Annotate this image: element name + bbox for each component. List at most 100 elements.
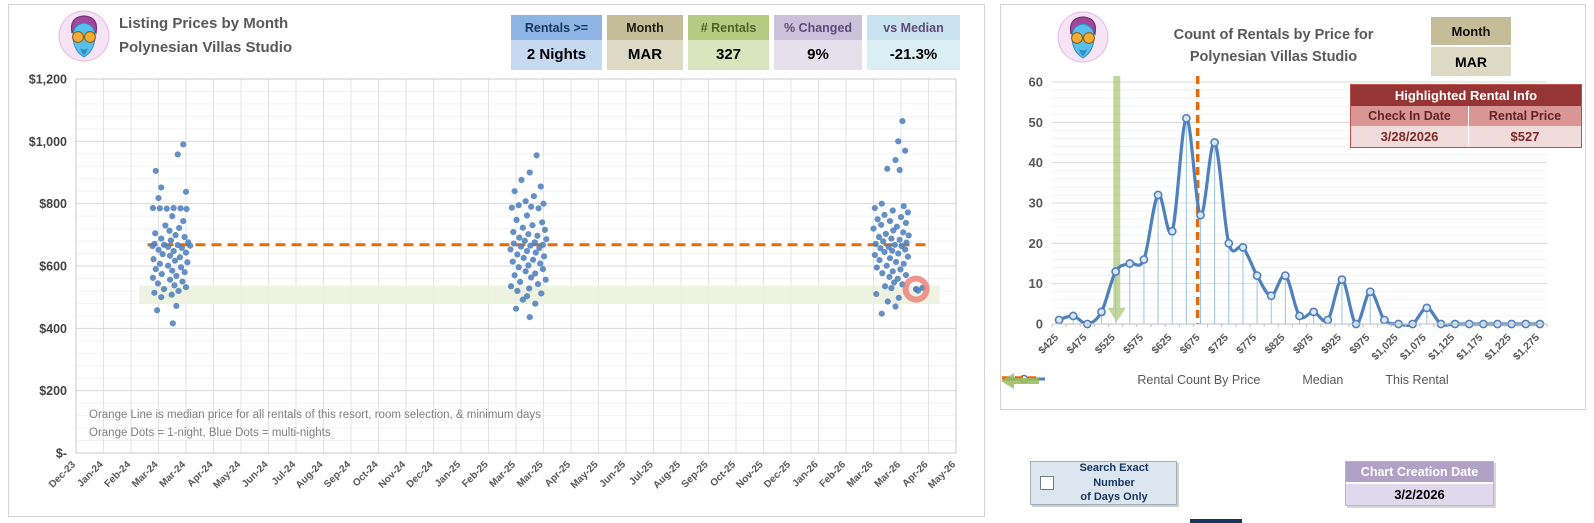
green-arrow-icon: [1001, 373, 1039, 389]
svg-text:Dec-23: Dec-23: [47, 459, 78, 490]
check-in-date-value: 3/28/2026: [1351, 126, 1469, 147]
svg-text:Mar-26: Mar-26: [873, 459, 904, 490]
svg-text:Oct-24: Oct-24: [351, 459, 381, 489]
svg-text:Apr-25: Apr-25: [543, 459, 573, 489]
search-exact-days-label: Search Exact Number of Days Only: [1079, 461, 1149, 504]
svg-text:$1,175: $1,175: [1454, 332, 1485, 363]
svg-text:May-26: May-26: [926, 459, 958, 491]
svg-text:60: 60: [1029, 75, 1043, 90]
svg-text:$400: $400: [39, 322, 67, 336]
svg-text:Apr-26: Apr-26: [900, 459, 930, 489]
svg-text:Jun-24: Jun-24: [240, 459, 271, 490]
listing-prices-scatter-chart: $-$200$400$600$800$1,000$1,200Dec-23Jan-…: [29, 73, 959, 492]
stat-value: -21.3%: [867, 40, 960, 70]
chart-creation-date-box: Chart Creation Date 3/2/2026: [1345, 461, 1494, 506]
stat-box-vs-median: vs Median -21.3%: [867, 15, 960, 70]
stat-box-pct-changed: % Changed 9%: [774, 15, 862, 70]
stat-box-rentals: Rentals >= 2 Nights: [511, 15, 602, 70]
svg-text:$725: $725: [1206, 332, 1231, 357]
svg-text:Aug-25: Aug-25: [651, 459, 683, 491]
svg-text:May-25: May-25: [569, 459, 601, 491]
svg-text:$625: $625: [1149, 332, 1174, 357]
svg-text:40: 40: [1029, 155, 1043, 170]
highlighted-rental-info-table: Highlighted Rental Info Check In Date Re…: [1350, 84, 1582, 148]
footnote-median-line: Orange Line is median price for all rent…: [89, 409, 541, 421]
search-exact-days-checkbox[interactable]: [1040, 476, 1054, 490]
month-badge: Month MAR: [1431, 17, 1511, 76]
svg-text:$875: $875: [1291, 332, 1316, 357]
svg-text:Feb-26: Feb-26: [818, 459, 849, 490]
chart-creation-date-value: 3/2/2026: [1346, 482, 1493, 505]
svg-text:Mar-24: Mar-24: [158, 459, 189, 490]
right-chart-subtitle: Polynesian Villas Studio: [1189, 49, 1358, 65]
svg-text:Jun-25: Jun-25: [598, 459, 629, 490]
svg-text:Feb-25: Feb-25: [460, 459, 491, 490]
svg-text:Oct-25: Oct-25: [708, 459, 738, 489]
chart-creation-date-label: Chart Creation Date: [1346, 462, 1493, 482]
search-exact-days-panel: Search Exact Number of Days Only: [1030, 461, 1177, 505]
stat-label: Rentals >=: [511, 15, 602, 40]
stat-label: % Changed: [774, 15, 862, 40]
rental-price-header: Rental Price: [1469, 106, 1581, 126]
legend-label-count: Rental Count By Price: [1137, 373, 1261, 387]
stat-box-month: Month MAR: [607, 15, 683, 70]
svg-text:Mar-25: Mar-25: [488, 459, 519, 490]
stat-box-num-rentals: # Rentals 327: [688, 15, 769, 70]
footnote-dot-colors: Orange Dots = 1-night, Blue Dots = multi…: [89, 427, 331, 439]
svg-text:$600: $600: [39, 260, 67, 274]
svg-text:$200: $200: [39, 384, 67, 398]
svg-text:Nov-24: Nov-24: [377, 459, 409, 491]
month-badge-label: Month: [1431, 17, 1511, 45]
svg-text:Sep-24: Sep-24: [322, 459, 353, 490]
svg-text:$475: $475: [1064, 332, 1089, 357]
chart-legend: Rental Count By Price Median This Rental: [1001, 373, 1585, 389]
svg-text:Apr-24: Apr-24: [185, 459, 215, 489]
month-badge-value: MAR: [1431, 47, 1511, 76]
svg-text:Mar-26: Mar-26: [845, 459, 876, 490]
svg-text:$675: $675: [1178, 332, 1203, 357]
stat-value: 327: [688, 40, 769, 70]
svg-text:Dec-24: Dec-24: [405, 459, 436, 490]
svg-text:Jan-26: Jan-26: [790, 459, 820, 489]
svg-text:$975: $975: [1347, 332, 1372, 357]
svg-text:$1,075: $1,075: [1398, 332, 1429, 363]
right-chart-title: Count of Rentals by Price for: [1173, 27, 1374, 43]
rental-price-value: $527: [1469, 126, 1581, 147]
listing-prices-panel: $- $200 $400 $600 $800 $1,000 $1,200 Dec-23 Jan-…: [8, 4, 985, 517]
svg-text:$1,225: $1,225: [1483, 332, 1514, 363]
svg-text:$1,025: $1,025: [1369, 332, 1400, 363]
stat-label: Month: [607, 15, 683, 40]
svg-text:$1,200: $1,200: [29, 73, 67, 87]
svg-text:$575: $575: [1121, 332, 1146, 357]
stat-label: # Rentals: [688, 15, 769, 40]
svg-text:50: 50: [1029, 115, 1043, 130]
legend-item-this-rental: This Rental: [1001, 373, 1449, 389]
svg-text:May-24: May-24: [211, 459, 243, 491]
legend-item-median: Median: [1002, 373, 1343, 387]
svg-text:$-: $-: [56, 447, 67, 461]
svg-text:Mar-25: Mar-25: [515, 459, 546, 490]
svg-text:$800: $800: [39, 197, 67, 211]
partial-button-edge[interactable]: [1190, 519, 1242, 523]
svg-text:Jan-24: Jan-24: [75, 459, 105, 489]
svg-text:$425: $425: [1036, 332, 1061, 357]
genie-avatar-icon: [58, 10, 110, 62]
svg-text:$825: $825: [1262, 332, 1287, 357]
stat-label: vs Median: [867, 15, 960, 40]
svg-text:Mar-24: Mar-24: [130, 459, 161, 490]
svg-text:Jan-25: Jan-25: [433, 459, 463, 489]
stat-value: MAR: [607, 40, 683, 70]
svg-text:$925: $925: [1319, 332, 1344, 357]
stat-value: 9%: [774, 40, 862, 70]
svg-text:20: 20: [1029, 236, 1043, 251]
svg-text:Aug-24: Aug-24: [294, 459, 326, 491]
svg-text:10: 10: [1029, 276, 1043, 291]
svg-text:Feb-24: Feb-24: [103, 459, 134, 490]
svg-text:Dec-25: Dec-25: [762, 459, 793, 490]
stats-row: Rentals >= 2 Nights Month MAR # Rentals …: [511, 15, 960, 70]
rental-count-panel: 0 10 20 30 40 50 60 $425 $475 $525 $575 $625 $675 $72…: [1000, 4, 1586, 410]
svg-text:Sep-25: Sep-25: [680, 459, 711, 490]
svg-text:$525: $525: [1093, 332, 1118, 357]
left-chart-title: Listing Prices by Month: [119, 15, 289, 32]
stat-value: 2 Nights: [511, 40, 602, 70]
